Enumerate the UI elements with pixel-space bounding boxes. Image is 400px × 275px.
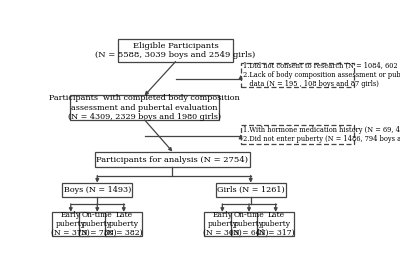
FancyBboxPatch shape	[241, 63, 354, 87]
FancyBboxPatch shape	[231, 212, 267, 236]
FancyBboxPatch shape	[95, 152, 250, 167]
FancyBboxPatch shape	[79, 212, 116, 236]
Text: Girls (N = 1261): Girls (N = 1261)	[217, 186, 285, 194]
FancyBboxPatch shape	[106, 212, 142, 236]
Text: On-time
puberty
(N = 738): On-time puberty (N = 738)	[78, 211, 116, 237]
Text: Participants  with completed body composition
assessment and pubertal evaluation: Participants with completed body composi…	[49, 94, 240, 121]
FancyBboxPatch shape	[62, 183, 132, 197]
Text: Early
puberty
(N = 373): Early puberty (N = 373)	[51, 211, 90, 237]
Text: Eligible Participants
(N = 5588, 3039 boys and 2549 girls): Eligible Participants (N = 5588, 3039 bo…	[96, 42, 256, 59]
FancyBboxPatch shape	[257, 212, 294, 236]
Text: On-time
puberty
(N = 641): On-time puberty (N = 641)	[230, 211, 268, 237]
Text: 1.Did not consent to research (N = 1084, 602 boys and 482 girls)
2.Lack of body : 1.Did not consent to research (N = 1084,…	[243, 62, 400, 88]
Text: Late
puberty
(N = 317): Late puberty (N = 317)	[256, 211, 295, 237]
FancyBboxPatch shape	[241, 125, 354, 144]
Text: Participants for analysis (N = 2754): Participants for analysis (N = 2754)	[96, 156, 248, 164]
FancyBboxPatch shape	[216, 183, 286, 197]
Text: Late
puberty
(N = 382): Late puberty (N = 382)	[104, 211, 143, 237]
Text: 1.With hormone medication history (N = 69, 42 boys and 27 girls)
2.Did not enter: 1.With hormone medication history (N = 6…	[243, 126, 400, 143]
FancyBboxPatch shape	[70, 95, 219, 120]
Text: Early
puberty
(N = 303): Early puberty (N = 303)	[203, 211, 242, 237]
FancyBboxPatch shape	[204, 212, 241, 236]
FancyBboxPatch shape	[118, 39, 233, 62]
FancyBboxPatch shape	[52, 212, 89, 236]
Text: Boys (N = 1493): Boys (N = 1493)	[64, 186, 131, 194]
